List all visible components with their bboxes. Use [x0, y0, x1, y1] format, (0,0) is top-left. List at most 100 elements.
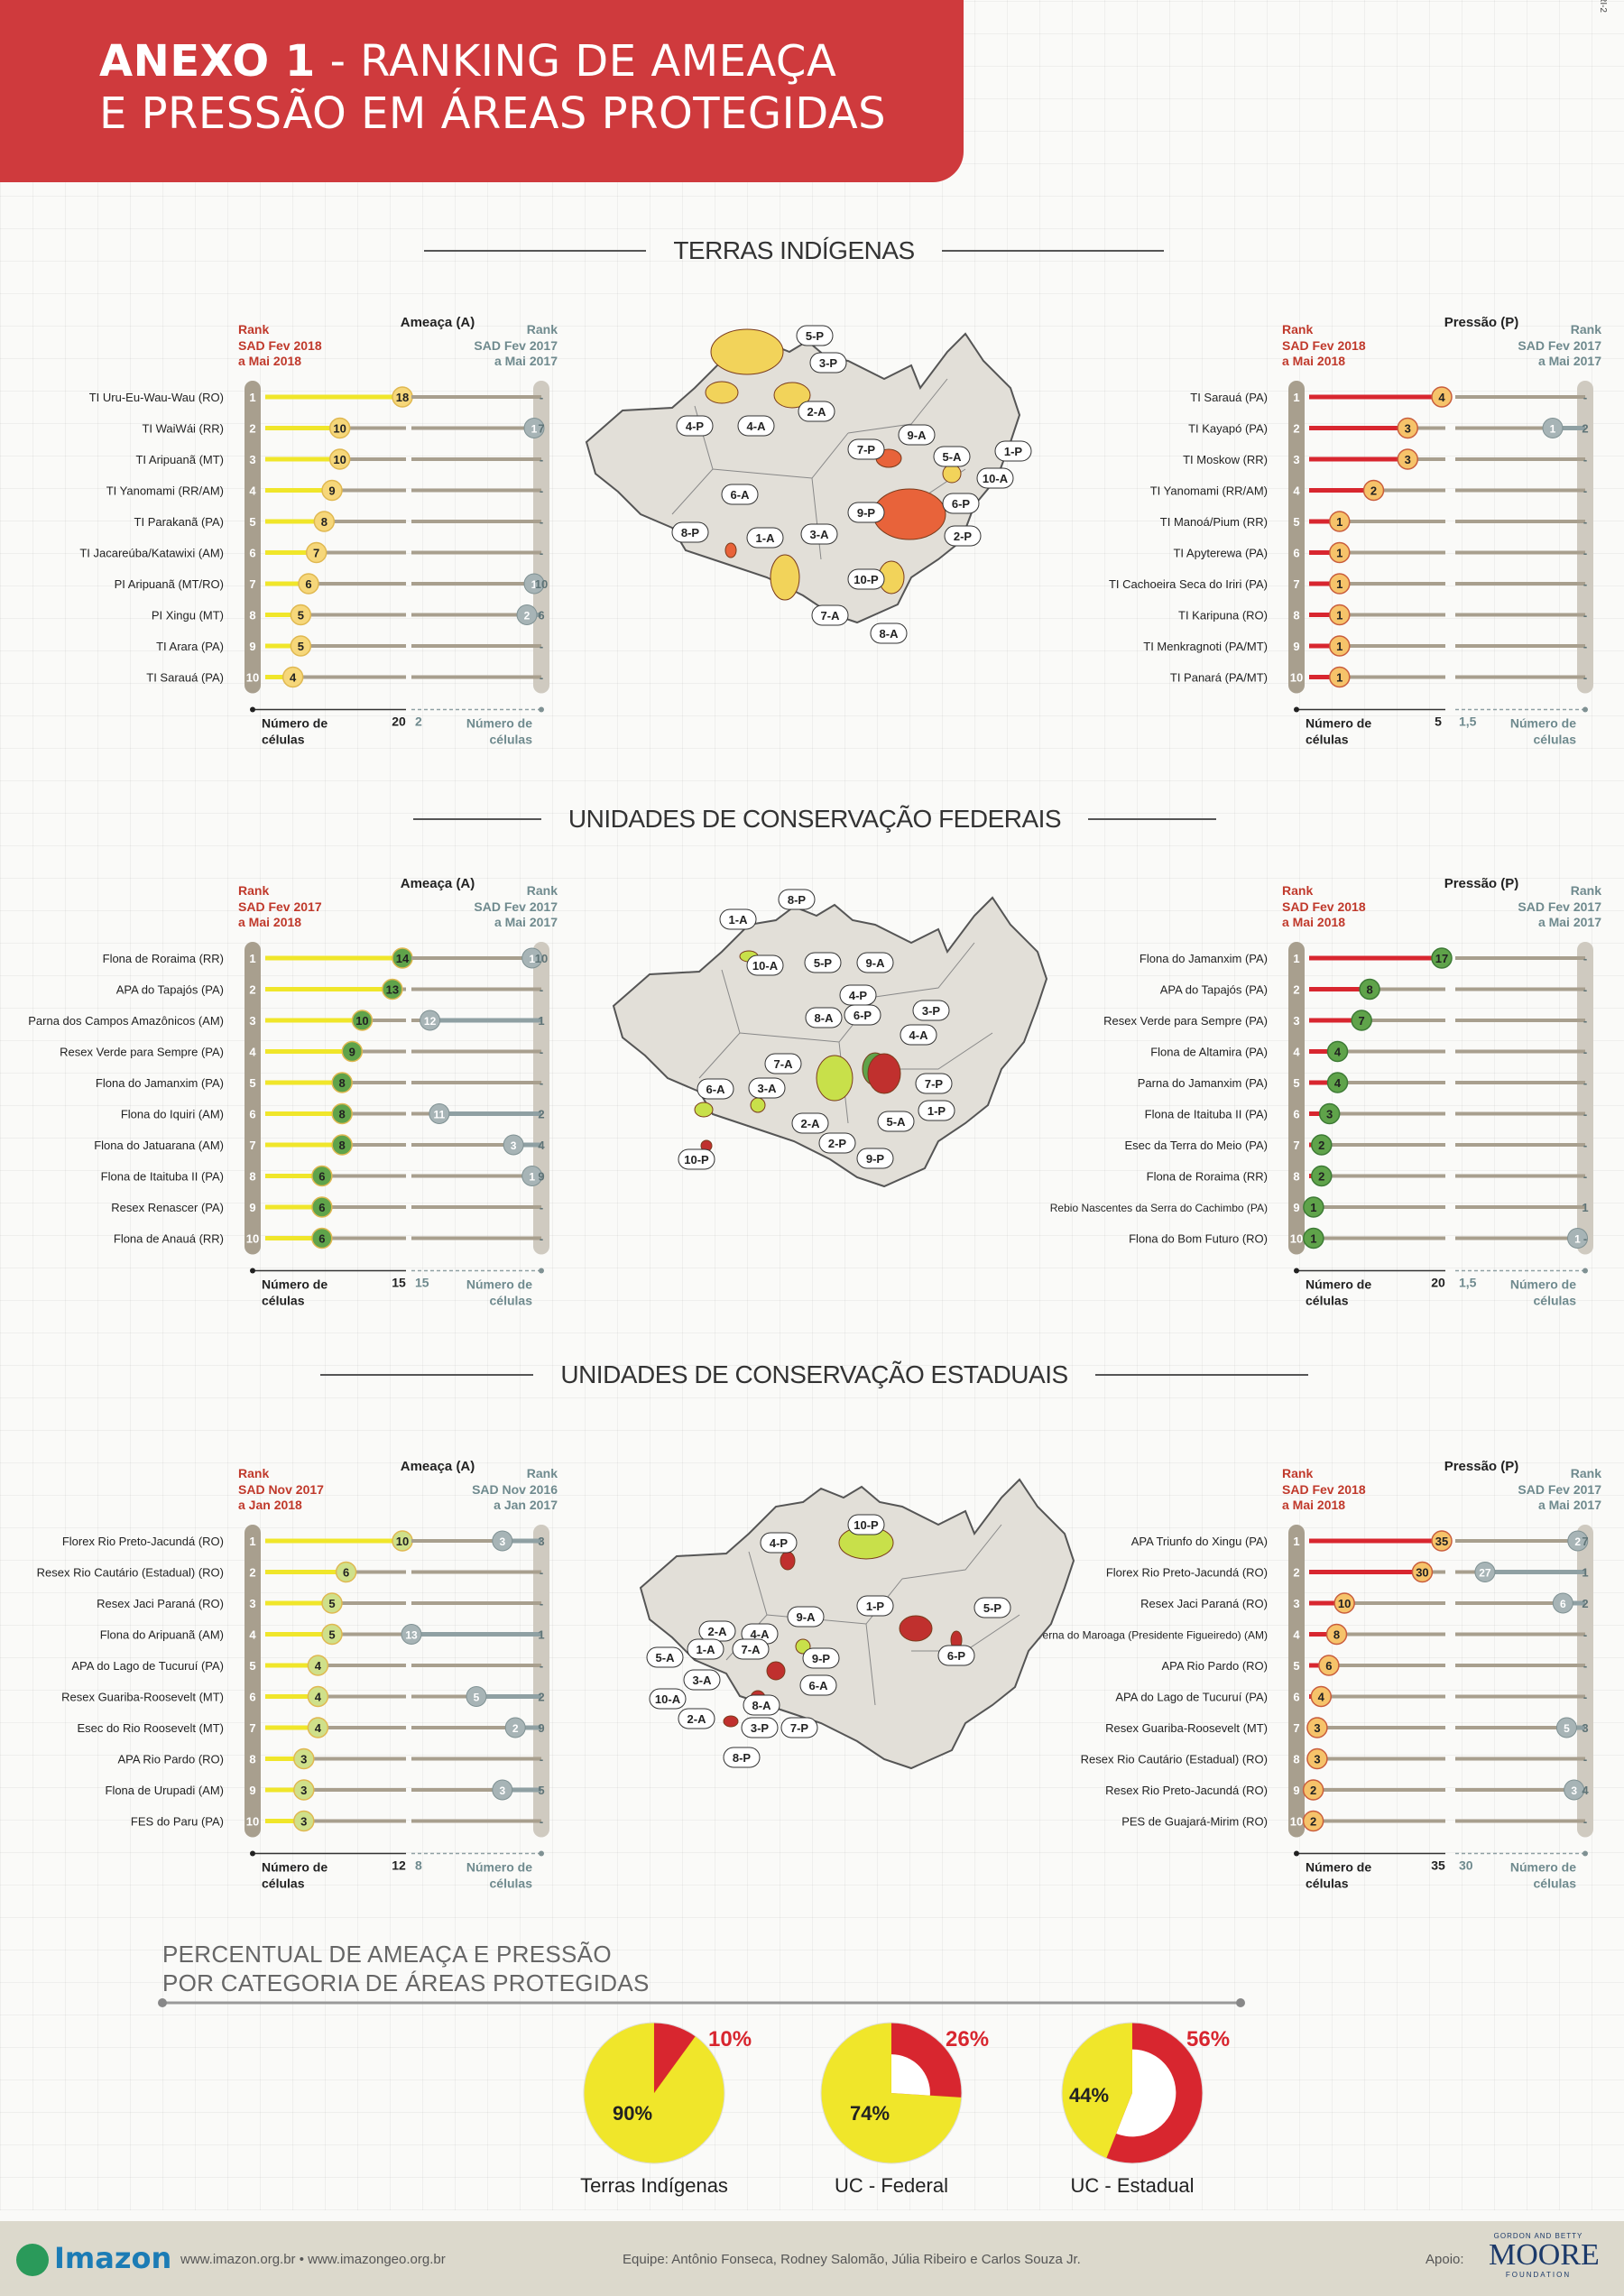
uce-threat-row: Resex Rio Cautário (Estadual) (RO) 2 6 - [37, 1561, 543, 1583]
ucf-threat-prev-badge [503, 1134, 524, 1156]
imazon-logo[interactable]: Imazon [16, 2241, 171, 2276]
uce-pressure-axis-label-2: células [1306, 1876, 1349, 1891]
uce-threat-row: Flona do Aripuanã (AM) 4 5 13 1 [100, 1623, 545, 1646]
ti-pressure-row-name: TI Menkragnoti (PA/MT) [1143, 640, 1268, 653]
uce-map-callout-box [649, 1688, 687, 1710]
uce-map-callout: 4-P [760, 1532, 798, 1554]
ti-map-callout-label: 9-P [857, 506, 876, 520]
pie-threat-label: 44% [1069, 2084, 1109, 2107]
ti-threat-prev-rank: - [540, 547, 543, 560]
pie-category-label: UC - Federal [835, 2174, 948, 2197]
ti-threat-value-badge [298, 573, 319, 595]
ucf-threat-prev-value: 11 [434, 1109, 446, 1121]
ti-threat-prev-rank: - [540, 453, 543, 466]
ti-pressure-value-badge [1329, 604, 1351, 626]
ucf-map-area [816, 1055, 854, 1102]
uce-pressure-axis-dot [1294, 1850, 1299, 1857]
uce-pressure-prev-rank: - [1583, 1628, 1587, 1642]
uce-rank-now-period-1: SAD Nov 2017 [238, 1482, 324, 1497]
uce-threat-axis-label-2: células [262, 1876, 305, 1891]
ucf-pressure-row: Flona de Itaituba II (PA) 6 3 - [1145, 1102, 1587, 1125]
uce-map-callout-label: 4-P [770, 1536, 789, 1550]
ti-threat-prev-badge [516, 604, 538, 625]
ucf-pressure-rank-number: 3 [1293, 1014, 1299, 1028]
ucf-map-area [694, 1102, 714, 1118]
ti-rank-now-period-2: a Mai 2018 [1282, 354, 1345, 368]
uce-pressure-prev-value: 6 [1560, 1598, 1566, 1610]
uce-rank-now-label: Rank [238, 1466, 269, 1480]
uce-pressure-value-badge [1318, 1655, 1340, 1676]
ucf-threat-prev-rank: 10 [535, 952, 548, 965]
ti-threat-value-badge [313, 511, 336, 532]
ucf-pressure-value-badge [1311, 1165, 1333, 1187]
uce-threat-prev-value: 3 [499, 1535, 505, 1548]
ti-pressure-row: TI Karipuna (RO) 8 1 - [1178, 604, 1587, 626]
ti-threat-prev-axis-dot [539, 706, 544, 713]
uce-threat-value-badge [293, 1810, 315, 1832]
ti-threat-row: TI Arara (PA) 9 5 - [156, 635, 543, 657]
uce-pressure-row-name: APA Triunfo do Xingu (PA) [1131, 1535, 1268, 1548]
ucf-threat-prev-rank: 1 [538, 1014, 544, 1028]
uce-threat-value-label: 4 [315, 1721, 322, 1735]
ucf-pressure-value-label: 1 [1310, 1201, 1316, 1214]
ucf-threat-rank-number: 6 [249, 1108, 255, 1121]
uce-threat-prev-badge [504, 1717, 526, 1738]
ti-map-callout-label: 1-P [1004, 445, 1023, 458]
uce-map-callout: 10-A [649, 1688, 687, 1710]
ucf-rank-now-period-1: SAD Fev 2017 [238, 899, 322, 914]
ucf-pressure-row-name: Flona de Roraima (RR) [1147, 1170, 1268, 1184]
uce-map-area [766, 1661, 786, 1681]
uce-map-callout-label: 7-A [742, 1643, 761, 1656]
ucf-pressure-row: Parna do Jamanxim (PA) 5 4 - [1138, 1072, 1587, 1093]
ucf-threat-prev-rank: - [540, 1201, 543, 1214]
uce-pressure-prev-value: 5 [1564, 1722, 1570, 1735]
ucf-threat-row-name: Flona de Itaituba II (PA) [101, 1170, 224, 1184]
uce-pressure-prev-rank: 3 [1582, 1721, 1588, 1735]
ucf-pressure-prev-rank: - [1583, 952, 1587, 965]
ucf-pressure-rank-number: 6 [1293, 1108, 1299, 1121]
section-title-uce: UNIDADES DE CONSERVAÇÃO ESTADUAIS [320, 1357, 1309, 1393]
uce-map-callout-box [787, 1606, 825, 1627]
ti-rank-now-label: Rank [238, 322, 269, 337]
ti-pressure-rank-number: 4 [1293, 484, 1300, 498]
uce-threat-prev-badge [466, 1686, 487, 1707]
uce-map-callout-label: 3-P [751, 1721, 770, 1735]
ti-map-callout-label: 6-A [731, 488, 751, 502]
pie-outline [820, 2022, 963, 2164]
ucf-map-callout-label: 6-P [854, 1009, 872, 1022]
uce-pressure-prev-badge [1567, 1530, 1589, 1552]
uce-map-callout-label: 7-P [790, 1721, 809, 1735]
ucf-threat-header: Ameaça (A) [401, 876, 475, 891]
ucf-map-callout-box [805, 1007, 843, 1028]
ti-pressure-prev-rank: - [1583, 391, 1587, 404]
footer-links[interactable]: www.imazon.org.br • www.imazongeo.org.br [180, 2252, 446, 2267]
ti-map-callout-box [994, 440, 1032, 462]
ti-pressure-row-name: TI Apyterewa (PA) [1173, 547, 1268, 560]
ucf-pressure-value-badge [1311, 1134, 1333, 1156]
ucf-map-callout-box [900, 1024, 937, 1046]
ucf-threat-value-label: 6 [318, 1201, 325, 1214]
uce-pressure-row-name: Resex Rio Preto-Jacundá (RO) [1105, 1784, 1268, 1797]
uce-pressure-value-badge [1310, 1685, 1333, 1708]
ti-map-callout-box [798, 401, 835, 422]
uce-pressure-header: Pressão (P) [1444, 1459, 1519, 1474]
ti-map-callout-box [737, 415, 775, 437]
uce-pressure-value-badge [1431, 1530, 1453, 1552]
ucf-pressure-row: Flona de Roraima (RR) 8 2 - [1147, 1165, 1587, 1187]
ti-threat-axis-label-prev-2: células [490, 733, 533, 747]
ucf-map-callout-label: 4-A [909, 1028, 929, 1042]
ti-threat-rank-rail [245, 381, 261, 694]
section-title-ucf: UNIDADES DE CONSERVAÇÃO FEDERAIS [413, 801, 1216, 837]
uce-pressure-value-label: 8 [1333, 1628, 1340, 1642]
ucf-threat-row-name: Parna dos Campos Amazônicos (AM) [28, 1014, 224, 1028]
ti-threat-axis-label: Número de [262, 716, 328, 731]
ti-pressure-value-badge [1329, 666, 1351, 688]
ucf-threat-prev-value: 3 [511, 1139, 517, 1152]
uce-map-callout-box [780, 1717, 818, 1738]
ucf-map-callout: 2-P [818, 1132, 856, 1154]
ti-threat-row-name: TI Yanomami (RR/AM) [106, 484, 224, 498]
uce-pressure-prev-rank: 2 [1582, 1597, 1588, 1610]
ti-map-callout: 2-A [798, 401, 835, 422]
uce-pressure-prev-rank: - [1583, 1753, 1587, 1766]
